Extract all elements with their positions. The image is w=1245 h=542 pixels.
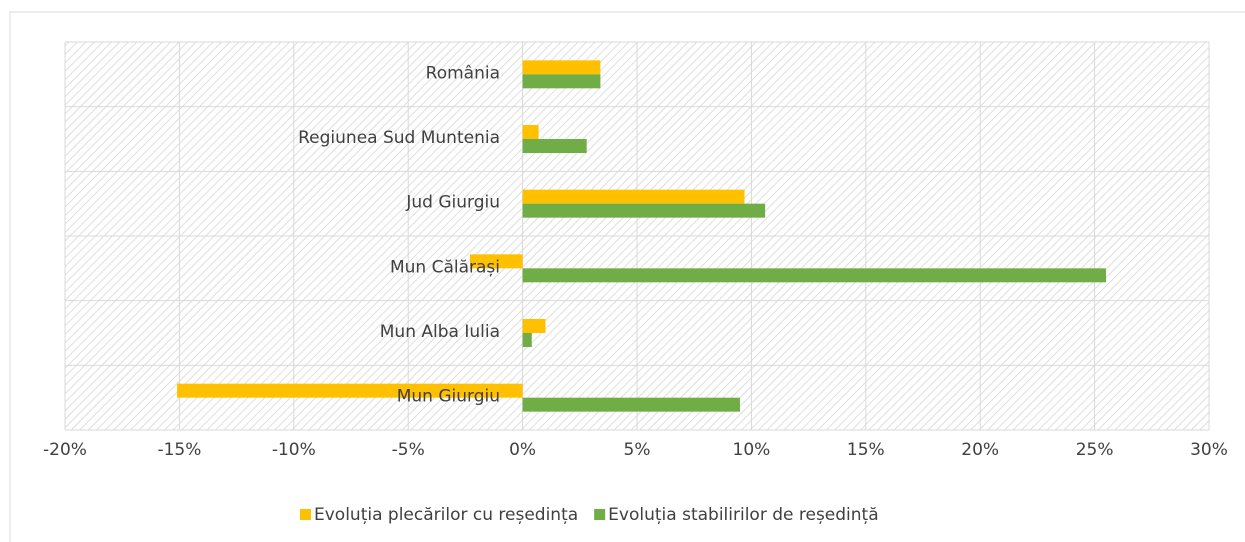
bar [522, 203, 766, 218]
legend-swatch [300, 509, 311, 520]
bar [522, 333, 532, 347]
bar [522, 125, 539, 139]
bar [177, 383, 523, 398]
category-label: Mun Giurgiu [397, 387, 500, 407]
category-label: România [426, 63, 500, 83]
x-tick-label: -10% [272, 440, 316, 460]
bar [522, 268, 1107, 283]
legend-swatch [594, 509, 606, 520]
bar [522, 74, 601, 89]
x-tick-label: 30% [1190, 440, 1228, 460]
x-tick-label: 5% [624, 440, 651, 460]
bar [522, 319, 546, 333]
x-tick-label: -5% [392, 440, 425, 460]
category-label: Jud Giurgiu [405, 193, 500, 213]
x-tick-label: 0% [509, 440, 536, 460]
category-label: Mun Călărași [390, 257, 500, 277]
legend-label: Evoluția plecărilor cu reședința [314, 505, 578, 525]
bar [522, 60, 601, 75]
x-tick-label: -15% [157, 440, 201, 460]
bar [522, 397, 740, 412]
legend-label: Evoluția stabilirilor de reședință [608, 505, 878, 525]
bar [469, 254, 523, 269]
x-tick-label: 20% [961, 440, 999, 460]
category-label: Mun Alba Iulia [380, 322, 500, 342]
x-tick-label: 10% [733, 440, 771, 460]
frame [9, 11, 1245, 542]
x-tick-label: 25% [1076, 440, 1114, 460]
x-tick-label: -20% [43, 440, 87, 460]
category-label: Regiunea Sud Muntenia [298, 128, 500, 148]
x-tick-label: 15% [847, 440, 885, 460]
bar [522, 139, 587, 153]
bar [522, 189, 745, 204]
